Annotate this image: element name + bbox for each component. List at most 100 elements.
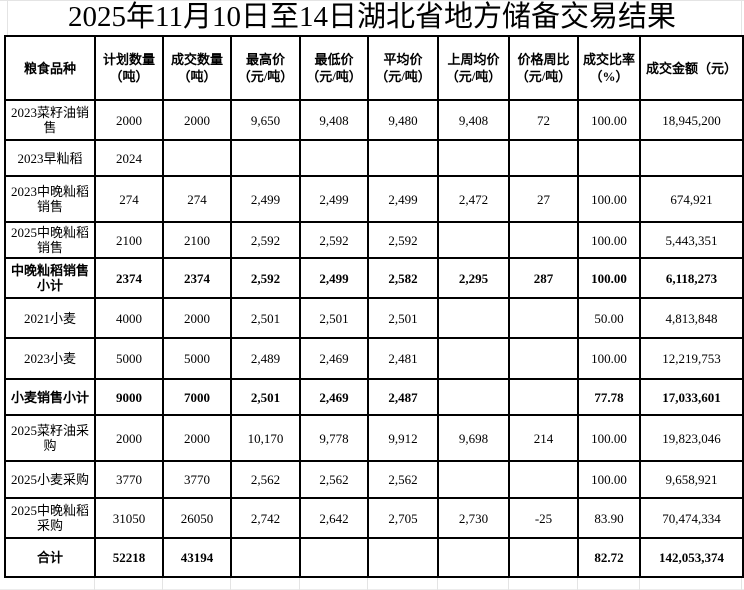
cell: 4000: [94, 297, 164, 339]
cell: 2,592: [230, 257, 301, 299]
total-row: 合计 52218 43194 82.72 142,053,374: [4, 537, 744, 578]
row-label: 2025菜籽油采购: [4, 414, 96, 462]
row-label: 2025中晚籼稻采购: [4, 497, 96, 539]
cell: 70,474,334: [639, 497, 744, 539]
cell: 2100: [162, 221, 232, 259]
cell: 100.00: [577, 414, 641, 462]
title-row: 2025年11月10日至14日湖北省地方储备交易结果: [0, 0, 744, 35]
spreadsheet-gridline: [230, 578, 231, 590]
cell: 2,499: [299, 257, 369, 299]
column-header-grain-variety: 粮食品种: [4, 35, 96, 101]
cell: 2,469: [299, 378, 369, 416]
cell: 2,489: [230, 337, 301, 380]
table-row: 2023菜籽油销售 2000 2000 9,650 9,408 9,480 9,408 72 1…: [4, 99, 744, 141]
row-label: 2023中晚籼稻销售: [4, 175, 96, 223]
cell: [299, 139, 369, 177]
table-row: 2025中晚籼稻销售 2100 2100 2,592 2,592 2,592 100.00 5…: [4, 221, 744, 259]
cell: 2,642: [299, 497, 369, 539]
cell: 2,730: [437, 497, 510, 539]
table-row: 2023早籼稻 2024: [4, 139, 744, 177]
cell: 100.00: [577, 337, 641, 380]
column-header-average-price: 平均价（元/吨）: [367, 35, 439, 101]
row-label: 2023菜籽油销售: [4, 99, 96, 141]
cell: 674,921: [639, 175, 744, 223]
cell: 43194: [162, 537, 232, 578]
cell: [577, 139, 641, 177]
cell: 52218: [94, 537, 164, 578]
spreadsheet-gridline: [508, 578, 509, 590]
cell: 2,487: [367, 378, 439, 416]
cell: [508, 378, 579, 416]
column-header-weekly-price-change: 价格周比（元/吨）: [508, 35, 579, 101]
cell: 2,501: [367, 297, 439, 339]
cell: 9,912: [367, 414, 439, 462]
spreadsheet-gridline: [162, 578, 163, 590]
cell: 2,562: [367, 460, 439, 499]
cell: [437, 378, 510, 416]
column-header-last-week-avg-price: 上周均价（元/吨）: [437, 35, 510, 101]
trading-results-table: 粮食品种 计划数量（吨） 成交数量（吨） 最高价（元/吨） 最低价（元/吨） 平…: [4, 35, 744, 578]
cell: 214: [508, 414, 579, 462]
cell: 2,742: [230, 497, 301, 539]
cell: 2,295: [437, 257, 510, 299]
spreadsheet-gridline: [437, 578, 438, 590]
spreadsheet-gridline: [741, 578, 742, 590]
cell: 19,823,046: [639, 414, 744, 462]
row-label: 2021小麦: [4, 297, 96, 339]
spreadsheet-gridline: [94, 578, 95, 590]
cell: 3770: [162, 460, 232, 499]
cell: [437, 537, 510, 578]
cell: 2,501: [230, 378, 301, 416]
column-header-trade-amount: 成交金额（元）: [639, 35, 744, 101]
cell: 2,592: [230, 221, 301, 259]
cell: 9,480: [367, 99, 439, 141]
cell: 83.90: [577, 497, 641, 539]
cell: 2000: [162, 99, 232, 141]
cell: 2,592: [299, 221, 369, 259]
spreadsheet-top-gridline: [0, 0, 744, 1]
cell: [367, 537, 439, 578]
cell: [230, 139, 301, 177]
cell: 5,443,351: [639, 221, 744, 259]
cell: 9,650: [230, 99, 301, 141]
row-label: 小麦销售小计: [4, 378, 96, 416]
cell: 2000: [94, 99, 164, 141]
table-row: 2025菜籽油采购 2000 2000 10,170 9,778 9,912 9,698 21…: [4, 414, 744, 462]
column-header-trade-ratio: 成交比率（%）: [577, 35, 641, 101]
cell: 6,118,273: [639, 257, 744, 299]
row-label: 2025中晚籼稻销售: [4, 221, 96, 259]
cell: 287: [508, 257, 579, 299]
cell: 50.00: [577, 297, 641, 339]
table-row: 2023中晚籼稻销售 274 274 2,499 2,499 2,499 2,472 27 10…: [4, 175, 744, 223]
cell: 274: [94, 175, 164, 223]
spreadsheet-gridline: [7, 0, 8, 35]
cell: -25: [508, 497, 579, 539]
header-row: 粮食品种 计划数量（吨） 成交数量（吨） 最高价（元/吨） 最低价（元/吨） 平…: [4, 35, 744, 101]
cell: 2,501: [299, 297, 369, 339]
cell: [437, 460, 510, 499]
cell: 2,499: [230, 175, 301, 223]
cell: 100.00: [577, 257, 641, 299]
cell: 100.00: [577, 221, 641, 259]
cell: 2,592: [367, 221, 439, 259]
cell: 72: [508, 99, 579, 141]
cell: 12,219,753: [639, 337, 744, 380]
cell: [639, 139, 744, 177]
cell: 82.72: [577, 537, 641, 578]
column-header-lowest-price: 最低价（元/吨）: [299, 35, 369, 101]
column-header-highest-price: 最高价（元/吨）: [230, 35, 301, 101]
page-title: 2025年11月10日至14日湖北省地方储备交易结果: [68, 1, 676, 33]
cell: 31050: [94, 497, 164, 539]
cell: 2024: [94, 139, 164, 177]
cell: [508, 139, 579, 177]
cell: 142,053,374: [639, 537, 744, 578]
cell: 2,562: [230, 460, 301, 499]
cell: 10,170: [230, 414, 301, 462]
spreadsheet-empty-row: [0, 578, 744, 590]
cell: 9,408: [437, 99, 510, 141]
cell: 274: [162, 175, 232, 223]
table-row: 2025小麦采购 3770 3770 2,562 2,562 2,562 100.00 9,6…: [4, 460, 744, 499]
cell: 5000: [94, 337, 164, 380]
cell: 2,481: [367, 337, 439, 380]
spreadsheet-gridline: [639, 578, 640, 590]
